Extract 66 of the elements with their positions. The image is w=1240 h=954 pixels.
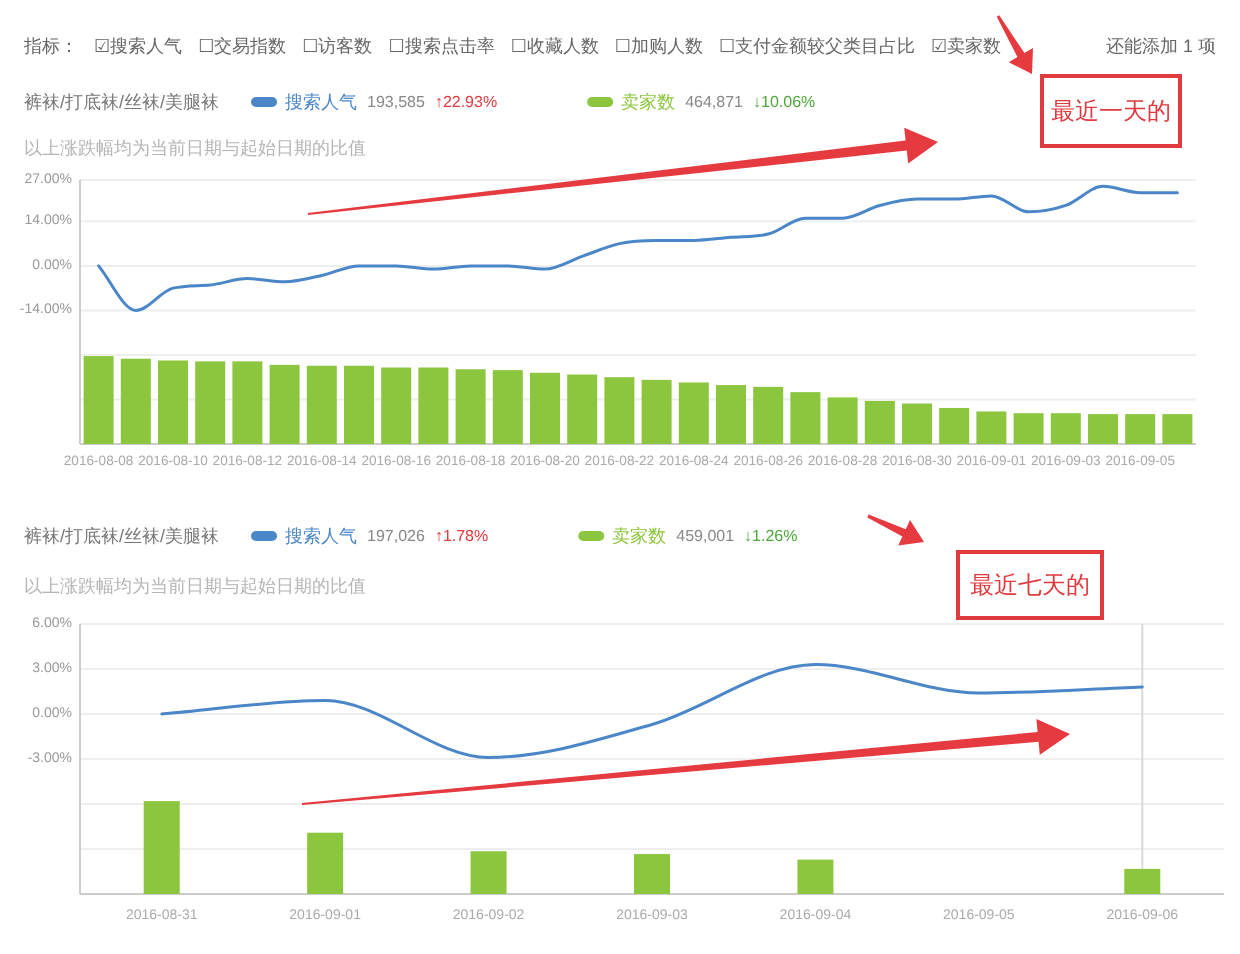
bar <box>470 851 507 894</box>
bar <box>418 367 449 444</box>
text: ☐支付金额较父类目占比 <box>718 36 916 56</box>
bar <box>797 859 834 894</box>
bar <box>492 370 523 444</box>
text: 指标： <box>22 36 78 56</box>
text: 464,871 <box>685 93 745 111</box>
bar <box>455 369 486 444</box>
bar <box>269 364 300 444</box>
bar <box>976 411 1007 444</box>
bar <box>634 854 670 894</box>
text: ↓10.06% <box>753 93 816 111</box>
bar <box>120 358 151 444</box>
text: 459,001 <box>676 527 736 545</box>
text: ☑搜索人气 <box>94 36 183 56</box>
bar <box>306 365 337 444</box>
bar <box>1125 414 1156 444</box>
text: ☐交易指数 <box>198 36 287 56</box>
text: 最近一天的 <box>1051 97 1171 125</box>
text: ☐访客数 <box>302 36 373 56</box>
chart-title: 裤袜/打底袜/丝袜/美腿袜 <box>24 526 220 546</box>
bar <box>530 372 560 444</box>
bar <box>1124 868 1161 894</box>
bar <box>344 365 374 444</box>
bar <box>232 361 263 444</box>
line-series <box>97 184 1179 312</box>
bar <box>158 360 188 444</box>
bar <box>939 407 970 444</box>
chart-subtitle: 以上涨跌幅均为当前日期与起始日期的比值 <box>24 576 366 596</box>
chart-subtitle: 以上涨跌幅均为当前日期与起始日期的比值 <box>24 138 366 158</box>
text: ☐搜索点击率 <box>388 36 495 56</box>
legend-label: 搜索人气 <box>285 92 358 112</box>
bar <box>567 374 598 444</box>
bar <box>902 403 932 444</box>
bar <box>790 392 821 444</box>
bar <box>716 385 746 444</box>
bar <box>604 377 635 444</box>
bar <box>143 801 180 894</box>
bar <box>83 356 114 444</box>
bar <box>195 361 226 444</box>
text: ☑卖家数 <box>931 36 1002 56</box>
text: ↑22.93% <box>434 93 498 111</box>
legend-label: 卖家数 <box>621 92 676 112</box>
bar <box>678 382 709 444</box>
bar <box>381 367 412 444</box>
legend-label: 卖家数 <box>612 526 667 546</box>
bar <box>307 832 344 894</box>
chart-title: 裤袜/打底袜/丝袜/美腿袜 <box>24 92 220 112</box>
line-series <box>160 663 1144 759</box>
text: ☐收藏人数 <box>510 36 599 56</box>
bar <box>1013 413 1044 444</box>
bar <box>1162 414 1193 444</box>
text: ↑1.78% <box>434 527 489 545</box>
text: 还能添加 1 项 <box>1105 36 1216 56</box>
bar <box>1050 413 1081 444</box>
text: ☐加购人数 <box>614 36 703 56</box>
bar <box>753 386 784 444</box>
bar <box>1088 414 1118 444</box>
bar <box>827 397 858 444</box>
bar <box>641 379 672 444</box>
text: ↓1.26% <box>744 527 798 545</box>
bar <box>864 400 895 444</box>
legend-label: 搜索人气 <box>285 526 358 546</box>
text: 最近七天的 <box>970 571 1090 599</box>
text: 193,585 <box>367 93 426 111</box>
text: 197,026 <box>367 527 426 545</box>
